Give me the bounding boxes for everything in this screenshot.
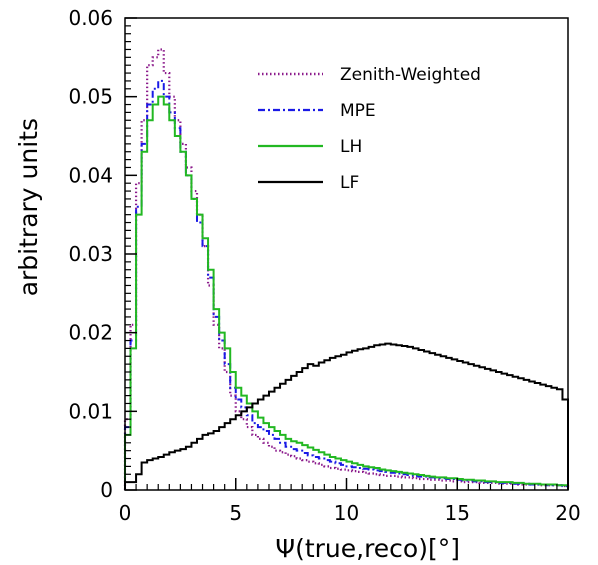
y-tick-label: 0.03 [68, 242, 113, 266]
legend: Zenith-Weighted MPE LH LF [258, 65, 481, 193]
x-axis-title: Ψ(true,reco)[°] [275, 534, 460, 563]
x-tick-label: 10 [334, 501, 359, 525]
series-lh-line [124, 95, 569, 490]
y-tick-label: 0.06 [68, 6, 113, 30]
plot-frame [124, 17, 569, 491]
axes: 0 5 10 15 20 0 0.01 0.02 0.03 0.04 0.05 0.06 [68, 6, 580, 525]
legend-label: MPE [340, 101, 376, 121]
legend-label: LF [340, 173, 359, 193]
series-layer [123, 48, 570, 490]
legend-label: LH [340, 137, 362, 157]
y-tick-label: 0.01 [68, 399, 113, 423]
y-tick-label: 0.05 [68, 85, 113, 109]
legend-label: Zenith-Weighted [340, 65, 481, 85]
y-tick-label: 0.04 [68, 163, 113, 187]
x-tick-label: 0 [119, 501, 132, 525]
x-tick-label: 20 [555, 501, 580, 525]
y-tick-label: 0.02 [68, 321, 113, 345]
series-lf-line [124, 342, 569, 490]
x-tick-label: 15 [445, 501, 470, 525]
x-tick-label: 5 [229, 501, 242, 525]
y-axis-title: arbitrary units [14, 118, 43, 296]
y-tick-label: 0 [100, 478, 113, 502]
